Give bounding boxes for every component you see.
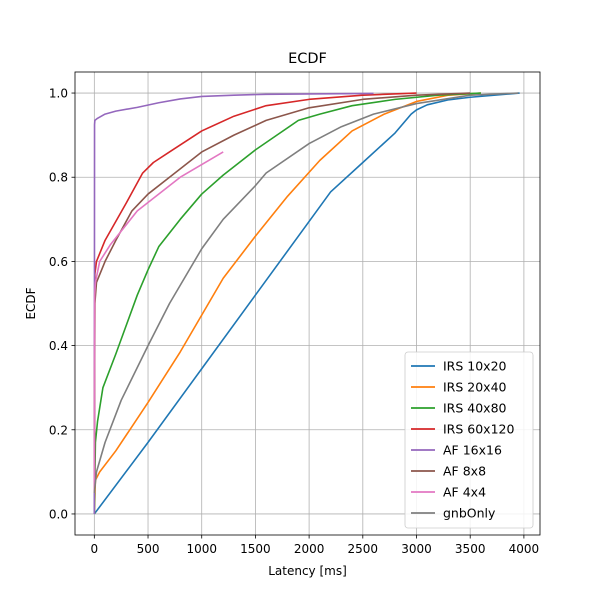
y-tick-label: 0.4 [49,339,68,353]
legend-label: IRS 60x120 [443,422,514,437]
series-line-0 [93,92,520,515]
series-line-4 [93,92,374,514]
x-tick-label: 3500 [455,542,486,556]
chart-title: ECDF [288,51,327,67]
x-tick-label: 2000 [294,542,325,556]
x-tick-label: 0 [91,542,99,556]
y-tick-label: 0.6 [49,255,68,269]
series-line-2 [93,92,481,514]
plot-frame [74,71,541,536]
y-tick-label: 1.0 [49,87,68,101]
series-line-7 [93,92,519,493]
x-tick-label: 4000 [509,542,540,556]
legend-label: AF 4x4 [443,485,486,500]
x-axis-title: Latency [ms] [268,564,347,578]
series-line-3 [93,92,417,493]
x-tick-label: 1000 [186,542,217,556]
series-line-6 [93,151,224,493]
legend-label: IRS 20x40 [443,380,507,395]
y-tick-label: 0.8 [49,171,68,185]
x-tick-label: 3000 [401,542,432,556]
y-axis-title: ECDF [24,287,38,319]
y-tick-label: 0.0 [49,507,68,521]
x-tick-label: 500 [137,542,160,556]
x-tick-label: 1500 [240,542,271,556]
axis-ticks: 0 500 1000 1500 2000 2500 3000 3500 4000 0.0 0.2 0.… [49,87,539,556]
y-tick-label: 0.2 [49,423,68,437]
series-line-5 [93,92,471,493]
legend-label: AF 16x16 [443,443,502,458]
x-tick-label: 2500 [348,542,379,556]
legend-box [404,351,534,529]
legend: IRS 10x20 IRS 20x40 IRS 40x80 IRS 60x120 AF … [404,351,534,529]
series-lines [93,92,520,515]
legend-label: IRS 40x80 [443,401,507,416]
legend-label: AF 8x8 [443,464,486,479]
legend-label: IRS 10x20 [443,359,507,374]
legend-label: gnbOnly [443,506,496,521]
